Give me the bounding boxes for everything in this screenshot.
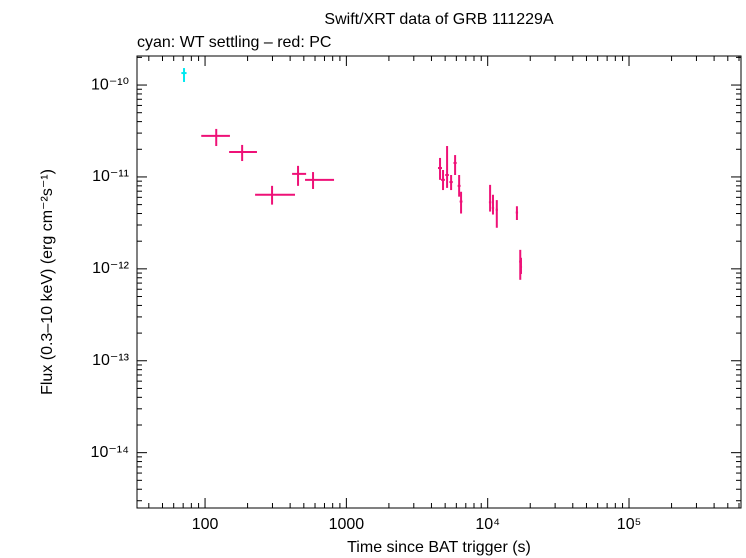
- x-tick-label: 10⁴: [475, 516, 500, 533]
- y-tick-label: 10⁻¹⁰: [91, 76, 129, 93]
- y-tick-label: 10⁻¹¹: [92, 168, 129, 185]
- plot-frame: [136, 55, 742, 509]
- x-tick-label: 100: [192, 516, 219, 533]
- chart-subtitle: cyan: WT settling – red: PC: [137, 34, 331, 51]
- x-axis-label: Time since BAT trigger (s): [347, 539, 531, 556]
- y-tick-label: 10⁻¹²: [92, 260, 130, 277]
- y-tick-label: 10⁻¹⁴: [91, 444, 130, 461]
- x-tick-label: 1000: [329, 516, 365, 533]
- chart-title: Swift/XRT data of GRB 111229A: [324, 11, 553, 28]
- y-tick-label: 10⁻¹³: [92, 352, 130, 369]
- y-axis-label: Flux (0.3–10 keV) (erg cm⁻²s⁻¹): [39, 169, 56, 395]
- x-tick-label: 10⁵: [617, 516, 641, 533]
